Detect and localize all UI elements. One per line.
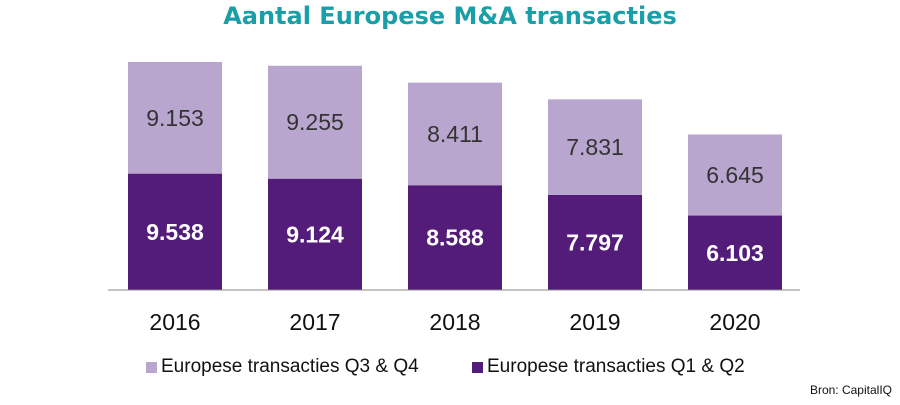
legend-swatch bbox=[472, 361, 483, 373]
data-label: 8.411 bbox=[427, 121, 483, 147]
data-label: 6.103 bbox=[706, 240, 764, 266]
x-tick-label: 2017 bbox=[289, 309, 340, 335]
bar-segment bbox=[268, 178, 362, 290]
data-label: 9.124 bbox=[286, 221, 344, 247]
legend-label: Europese transacties Q1 & Q2 bbox=[487, 356, 745, 377]
source-note: Bron: CapitalIQ bbox=[809, 383, 892, 397]
bar-segment bbox=[268, 65, 362, 179]
bar-segment bbox=[408, 82, 502, 186]
legend-label: Europese transacties Q3 & Q4 bbox=[161, 356, 419, 377]
bar-segment bbox=[548, 194, 642, 290]
data-label: 9.255 bbox=[286, 109, 344, 135]
legend-item-q3-q4: Europese transacties Q3 & Q4 bbox=[146, 356, 419, 378]
bar-segment bbox=[128, 61, 222, 174]
legend-item-q1-q2: Europese transacties Q1 & Q2 bbox=[472, 356, 745, 378]
bar-segment bbox=[408, 185, 502, 290]
data-label: 9.153 bbox=[146, 105, 204, 131]
bar-segment bbox=[128, 173, 222, 290]
data-label: 8.588 bbox=[426, 225, 484, 251]
x-tick-label: 2016 bbox=[149, 309, 200, 335]
bar-segment bbox=[688, 215, 782, 290]
x-tick-label: 2018 bbox=[429, 309, 480, 335]
chart-title: Aantal Europese M&A transacties bbox=[223, 2, 677, 30]
legend-swatch bbox=[146, 361, 157, 373]
bar-segment bbox=[688, 134, 782, 216]
data-label: 7.831 bbox=[566, 134, 624, 160]
data-label: 9.538 bbox=[146, 219, 204, 245]
data-label: 6.645 bbox=[706, 162, 764, 188]
bar-segment bbox=[548, 99, 642, 195]
x-tick-label: 2020 bbox=[709, 309, 760, 335]
x-tick-label: 2019 bbox=[569, 309, 620, 335]
data-label: 7.797 bbox=[566, 229, 624, 255]
